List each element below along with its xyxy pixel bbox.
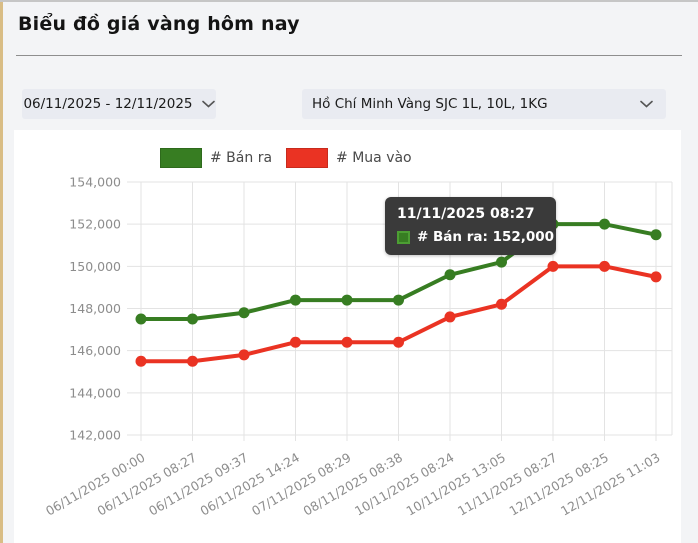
data-point[interactable] (135, 313, 147, 325)
y-tick-label: 152,000 (69, 217, 121, 232)
tooltip-body: # Bán ra: 152,000 (397, 229, 554, 245)
legend-label-mua-vao: # Mua vào (336, 150, 412, 166)
y-tick-label: 148,000 (69, 301, 121, 316)
data-point[interactable] (187, 355, 198, 367)
market-value: Hồ Chí Minh Vàng SJC 1L, 10L, 1KG (312, 96, 548, 112)
data-point[interactable] (599, 260, 610, 272)
y-tick-label: 154,000 (69, 175, 121, 190)
data-point[interactable] (496, 256, 507, 268)
legend-item-mua-vao[interactable]: # Mua vào (286, 148, 412, 168)
chevron-down-icon (640, 100, 653, 108)
y-tick-label: 142,000 (69, 428, 121, 443)
tooltip-value: # Bán ra: 152,000 (417, 229, 555, 245)
left-accent-strip (0, 2, 3, 543)
data-point[interactable] (341, 294, 353, 306)
legend-swatch-mua-vao (286, 148, 329, 168)
data-point[interactable] (393, 336, 404, 348)
data-point[interactable] (444, 311, 456, 323)
data-point[interactable] (599, 218, 610, 230)
y-tick-label: 150,000 (69, 259, 121, 274)
chart-card: # Bán ra # Mua vào 154,000 152,000 150,000… (14, 130, 681, 543)
legend-item-ban-ra[interactable]: # Bán ra (160, 148, 272, 168)
data-point[interactable] (187, 313, 198, 325)
data-point[interactable] (496, 298, 507, 310)
data-point[interactable] (135, 355, 147, 367)
data-point[interactable] (650, 271, 662, 283)
data-point[interactable] (238, 307, 250, 319)
legend-swatch-ban-ra (160, 148, 202, 168)
y-tick-label: 144,000 (69, 385, 121, 400)
date-range-dropdown[interactable]: 06/11/2025 - 12/11/2025 (22, 89, 216, 119)
tooltip-series-swatch (397, 230, 410, 244)
chevron-down-icon (201, 100, 215, 108)
date-range-value: 06/11/2025 - 12/11/2025 (23, 96, 193, 112)
y-tick-label: 146,000 (69, 343, 121, 358)
data-point[interactable] (444, 269, 456, 281)
page-title: Biểu đồ giá vàng hôm nay (18, 13, 300, 35)
data-point[interactable] (650, 229, 662, 241)
chart-legend: # Bán ra # Mua vào (160, 148, 412, 168)
tooltip-title: 11/11/2025 08:27 (397, 206, 535, 222)
data-point[interactable] (547, 260, 559, 272)
price-chart-plot-area[interactable]: 154,000 152,000 150,000 148,000 146,000 144,0… (14, 130, 681, 543)
data-point[interactable] (238, 349, 250, 361)
data-point[interactable] (341, 336, 353, 348)
data-point[interactable] (290, 294, 301, 306)
market-dropdown[interactable]: Hồ Chí Minh Vàng SJC 1L, 10L, 1KG (302, 89, 666, 119)
data-point[interactable] (290, 336, 301, 348)
data-point[interactable] (393, 294, 404, 306)
chart-tooltip: 11/11/2025 08:27 # Bán ra: 152,000 (385, 197, 556, 255)
title-divider (16, 55, 682, 56)
legend-label-ban-ra: # Bán ra (210, 150, 273, 166)
